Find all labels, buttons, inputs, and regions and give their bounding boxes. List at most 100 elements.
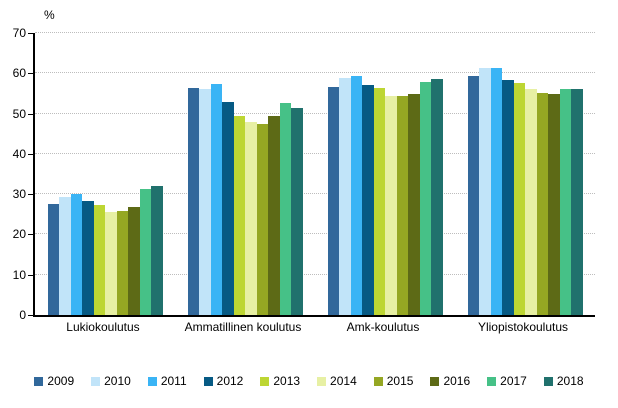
y-tick-mark-60 bbox=[28, 73, 33, 74]
bar-2016-lukiokoulutus bbox=[128, 207, 140, 315]
y-tick-mark-30 bbox=[28, 194, 33, 195]
legend-swatch-2012 bbox=[203, 376, 213, 386]
bar-2018-ammatillinen-koulutus bbox=[291, 108, 303, 315]
bar-2009-yliopistokoulutus bbox=[467, 75, 479, 315]
bar-2017-ammatillinen-koulutus bbox=[279, 102, 291, 315]
gridline-20 bbox=[35, 233, 595, 235]
bar-2012-lukiokoulutus bbox=[82, 201, 94, 315]
bar-2009-amk-koulutus bbox=[327, 86, 339, 315]
legend-item-2013: 2013 bbox=[260, 374, 300, 388]
legend-swatch-2011 bbox=[147, 376, 157, 386]
x-label-lukiokoulutus: Lukiokoulutus bbox=[33, 320, 173, 334]
legend-item-2009: 2009 bbox=[34, 374, 74, 388]
y-tick-mark-40 bbox=[28, 154, 33, 155]
legend-label-2018: 2018 bbox=[556, 374, 584, 388]
legend-item-2011: 2011 bbox=[147, 374, 187, 388]
x-label-text: Amk-koulutus bbox=[346, 320, 420, 334]
gridline-30 bbox=[35, 193, 595, 195]
legend-label-2012: 2012 bbox=[216, 374, 244, 388]
bar-2013-ammatillinen-koulutus bbox=[233, 116, 245, 315]
legend-label-2015: 2015 bbox=[386, 374, 414, 388]
bar-group-amk-koulutus bbox=[315, 33, 455, 315]
legend-label-2010: 2010 bbox=[104, 374, 131, 388]
bars-layer bbox=[35, 33, 595, 315]
y-tick-label-50: 50 bbox=[12, 107, 26, 121]
x-axis-labels: Lukiokoulutus Ammatillinen koulutus Amk-ko… bbox=[33, 320, 593, 334]
bar-2011-amk-koulutus bbox=[350, 76, 362, 315]
legend-item-2015: 2015 bbox=[373, 374, 414, 388]
bar-2016-yliopistokoulutus bbox=[548, 93, 560, 315]
legend-label-2014: 2014 bbox=[330, 374, 357, 388]
bar-2014-yliopistokoulutus bbox=[525, 88, 537, 315]
bar-group-ammatillinen-koulutus bbox=[175, 33, 315, 315]
legend-item-2012: 2012 bbox=[203, 374, 244, 388]
bar-2018-yliopistokoulutus bbox=[571, 88, 583, 315]
y-tick-label-20: 20 bbox=[12, 227, 26, 241]
y-tick-mark-0 bbox=[28, 315, 33, 316]
bar-2011-lukiokoulutus bbox=[70, 193, 82, 315]
legend-label-2016: 2016 bbox=[443, 374, 471, 388]
legend-item-2014: 2014 bbox=[317, 374, 357, 388]
bar-2018-lukiokoulutus bbox=[151, 186, 163, 315]
gridline-10 bbox=[35, 273, 595, 275]
legend-item-2018: 2018 bbox=[543, 374, 584, 388]
bar-2010-yliopistokoulutus bbox=[479, 68, 491, 315]
bar-2011-yliopistokoulutus bbox=[490, 67, 502, 315]
y-tick-mark-10 bbox=[28, 275, 33, 276]
x-label-text: Lukiokoulutus bbox=[66, 320, 140, 334]
x-label-text: Ammatillinen koulutus bbox=[184, 320, 302, 334]
bar-2012-amk-koulutus bbox=[362, 84, 374, 315]
legend-swatch-2009 bbox=[34, 376, 44, 386]
y-tick-mark-70 bbox=[28, 33, 33, 34]
bar-2016-amk-koulutus bbox=[408, 93, 420, 315]
bar-2016-ammatillinen-koulutus bbox=[268, 115, 280, 315]
bar-2017-yliopistokoulutus bbox=[559, 89, 571, 315]
y-tick-label-70: 70 bbox=[12, 26, 26, 40]
y-tick-label-40: 40 bbox=[12, 147, 26, 161]
chart-legend: 2009 2010 2011 2012 2013 2014 2015 2016 2017 2018 bbox=[0, 374, 618, 388]
gridline-70 bbox=[35, 32, 595, 33]
bar-2014-ammatillinen-koulutus bbox=[245, 121, 257, 315]
x-label-yliopistokoulutus: Yliopistokoulutus bbox=[453, 320, 593, 334]
legend-swatch-2015 bbox=[373, 376, 383, 386]
legend-swatch-2017 bbox=[487, 376, 497, 386]
bar-group-lukiokoulutus bbox=[35, 33, 175, 315]
bar-2014-lukiokoulutus bbox=[105, 211, 117, 315]
legend-swatch-2016 bbox=[430, 376, 440, 386]
y-tick-mark-50 bbox=[28, 114, 33, 115]
bar-2012-ammatillinen-koulutus bbox=[222, 101, 234, 315]
y-tick-label-30: 30 bbox=[12, 187, 26, 201]
bar-2010-amk-koulutus bbox=[339, 77, 351, 315]
legend-item-2017: 2017 bbox=[487, 374, 527, 388]
gridline-60 bbox=[35, 72, 595, 74]
bar-2012-yliopistokoulutus bbox=[502, 80, 514, 315]
bar-2015-yliopistokoulutus bbox=[536, 93, 548, 315]
bar-2017-amk-koulutus bbox=[419, 82, 431, 315]
bar-2015-amk-koulutus bbox=[396, 95, 408, 315]
x-label-ammatillinen-koulutus: Ammatillinen koulutus bbox=[173, 320, 313, 334]
x-label-text: Yliopistokoulutus bbox=[477, 320, 569, 334]
bar-group-yliopistokoulutus bbox=[455, 33, 595, 315]
legend-label-2013: 2013 bbox=[273, 374, 301, 388]
bar-2009-ammatillinen-koulutus bbox=[187, 87, 199, 315]
bar-2015-ammatillinen-koulutus bbox=[256, 124, 268, 315]
bar-2017-lukiokoulutus bbox=[139, 188, 151, 315]
legend-label-2017: 2017 bbox=[500, 374, 527, 388]
legend-label-2011: 2011 bbox=[160, 374, 187, 388]
legend-swatch-2014 bbox=[317, 376, 327, 386]
bar-2015-lukiokoulutus bbox=[116, 211, 128, 315]
x-label-amk-koulutus: Amk-koulutus bbox=[313, 320, 453, 334]
gridline-50 bbox=[35, 112, 595, 114]
legend-item-2016: 2016 bbox=[430, 374, 470, 388]
y-tick-label-0: 0 bbox=[19, 308, 26, 322]
bar-2013-lukiokoulutus bbox=[93, 205, 105, 315]
plot-area bbox=[33, 32, 595, 317]
bar-2018-amk-koulutus bbox=[431, 79, 443, 315]
legend-swatch-2018 bbox=[543, 376, 553, 386]
bar-2009-lukiokoulutus bbox=[47, 204, 59, 315]
y-tick-mark-20 bbox=[28, 234, 33, 235]
y-tick-label-60: 60 bbox=[12, 66, 26, 80]
legend-item-2010: 2010 bbox=[91, 374, 131, 388]
bar-2011-ammatillinen-koulutus bbox=[210, 84, 222, 315]
